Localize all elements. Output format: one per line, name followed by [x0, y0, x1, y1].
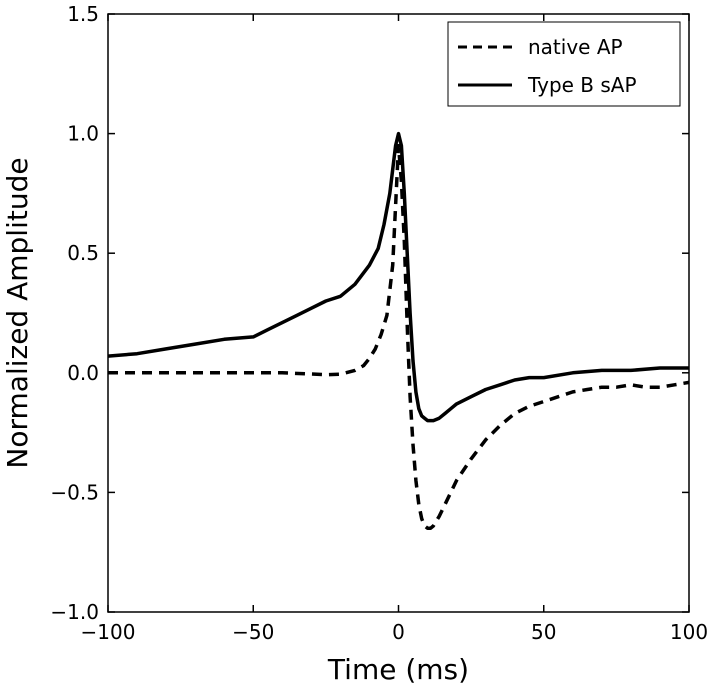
plot-background — [108, 14, 689, 612]
x-tick-label: −100 — [81, 620, 136, 644]
x-tick-label: 100 — [670, 620, 708, 644]
x-tick-label: 50 — [531, 620, 556, 644]
legend: native AP Type B sAP — [447, 21, 681, 107]
y-tick-label: 1.0 — [67, 122, 99, 146]
series-layer — [107, 131, 690, 531]
y-tick-label: 0.5 — [67, 241, 99, 265]
legend-label-type-b-sap: Type B sAP — [527, 73, 637, 97]
y-axis-title: Normalized Amplitude — [1, 157, 34, 468]
y-tick-label: 0.0 — [67, 361, 99, 385]
y-tick-label: −1.0 — [50, 600, 99, 624]
series-line-native-ap — [108, 143, 690, 531]
plot-frame — [107, 13, 690, 613]
legend-box — [447, 21, 681, 107]
x-tick-label: 0 — [392, 620, 405, 644]
x-axis-title: Time (ms) — [327, 653, 469, 686]
x-tick-label: −50 — [232, 620, 274, 644]
ticks-layer: −100 −50 0 50 100 −1.0 −0.5 0.0 0.5 1.0 1.5 — [50, 2, 708, 644]
y-tick-label: −0.5 — [50, 480, 99, 504]
y-tick-label: 1.5 — [67, 2, 99, 26]
series-line-type-b-sap — [107, 131, 689, 423]
legend-label-native-ap: native AP — [528, 35, 623, 59]
